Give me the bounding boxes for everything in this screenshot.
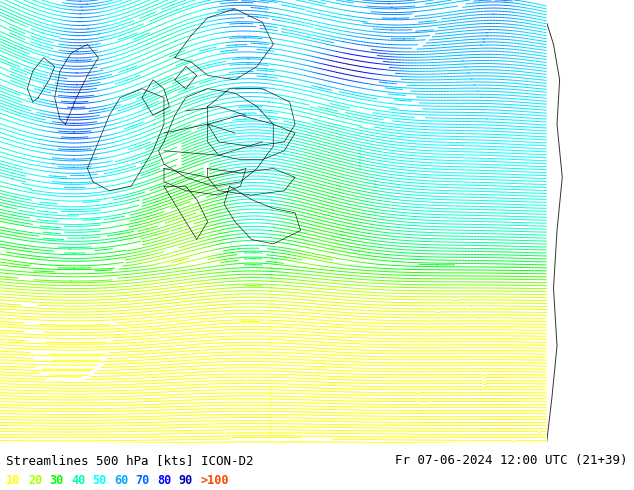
- FancyArrowPatch shape: [172, 4, 174, 5]
- FancyArrowPatch shape: [158, 187, 159, 188]
- FancyArrowPatch shape: [129, 96, 131, 97]
- FancyArrowPatch shape: [149, 160, 150, 161]
- FancyArrowPatch shape: [126, 36, 128, 37]
- FancyArrowPatch shape: [126, 69, 128, 70]
- FancyArrowPatch shape: [16, 82, 17, 83]
- FancyArrowPatch shape: [181, 63, 183, 64]
- FancyArrowPatch shape: [15, 29, 16, 30]
- FancyArrowPatch shape: [10, 91, 11, 92]
- Text: 60: 60: [114, 474, 128, 487]
- Text: >100: >100: [200, 474, 229, 487]
- FancyArrowPatch shape: [22, 48, 23, 49]
- FancyArrowPatch shape: [185, 178, 186, 179]
- FancyArrowPatch shape: [151, 104, 152, 105]
- FancyArrowPatch shape: [149, 166, 150, 167]
- FancyArrowPatch shape: [16, 76, 17, 77]
- FancyArrowPatch shape: [154, 123, 155, 124]
- FancyArrowPatch shape: [11, 20, 13, 21]
- Text: 10: 10: [6, 474, 20, 487]
- FancyArrowPatch shape: [14, 105, 15, 106]
- FancyArrowPatch shape: [133, 125, 134, 126]
- FancyArrowPatch shape: [163, 113, 164, 114]
- FancyArrowPatch shape: [174, 41, 176, 42]
- Text: Streamlines 500 hPa [kts] ICON-D2: Streamlines 500 hPa [kts] ICON-D2: [6, 454, 254, 466]
- Text: 90: 90: [179, 474, 193, 487]
- Text: 40: 40: [71, 474, 85, 487]
- Text: 20: 20: [28, 474, 42, 487]
- Text: 30: 30: [49, 474, 63, 487]
- Text: 50: 50: [93, 474, 107, 487]
- FancyArrowPatch shape: [145, 95, 146, 96]
- FancyArrowPatch shape: [167, 140, 169, 141]
- FancyArrowPatch shape: [169, 90, 171, 91]
- FancyArrowPatch shape: [149, 172, 150, 173]
- Text: 80: 80: [157, 474, 171, 487]
- FancyArrowPatch shape: [15, 35, 16, 36]
- Text: 70: 70: [136, 474, 150, 487]
- FancyArrowPatch shape: [174, 54, 176, 55]
- Text: Fr 07-06-2024 12:00 UTC (21+39): Fr 07-06-2024 12:00 UTC (21+39): [395, 454, 628, 466]
